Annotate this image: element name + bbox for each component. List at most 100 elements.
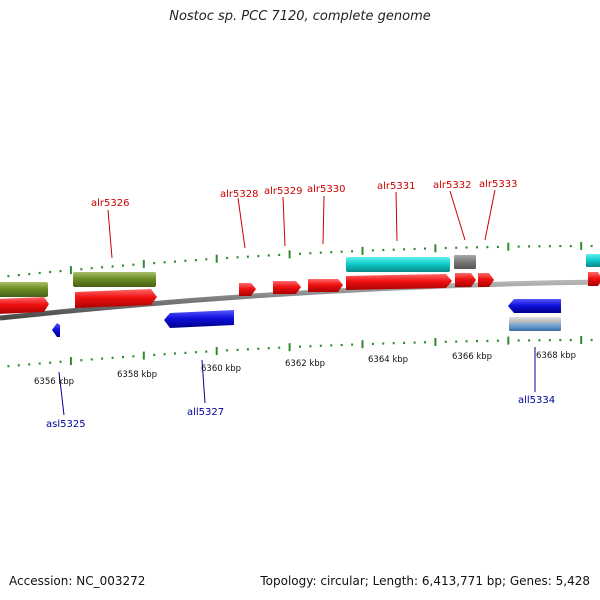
axis-label: 6368 kbp (536, 351, 576, 361)
feature-red-alr5330[interactable] (308, 279, 343, 292)
minor-tick (278, 253, 281, 256)
minor-tick (153, 262, 156, 265)
feature-cyan-edge[interactable] (586, 254, 600, 267)
minor-tick (90, 358, 93, 361)
major-tick (434, 244, 437, 253)
axis-label: 6364 kbp (368, 355, 408, 365)
minor-tick (371, 342, 374, 345)
minor-tick (28, 273, 31, 276)
minor-tick (122, 356, 124, 359)
gene-label-alr5330[interactable]: alr5330 (307, 184, 345, 195)
minor-tick (424, 247, 426, 250)
axis-label: 6362 kbp (285, 359, 325, 369)
minor-tick (413, 341, 416, 344)
minor-tick (548, 245, 551, 248)
feature-red-left[interactable] (0, 297, 49, 314)
feature-red-edge[interactable] (588, 272, 600, 286)
minor-tick (38, 271, 41, 275)
gene-label-all5334[interactable]: all5334 (518, 395, 555, 406)
gene-label-alr5328[interactable]: alr5328 (220, 189, 258, 200)
major-tick (580, 336, 583, 344)
minor-tick (226, 256, 229, 260)
feature-red-alr5328[interactable] (239, 283, 256, 296)
gene-label-alr5332[interactable]: alr5332 (433, 180, 471, 191)
leader-alr5326 (107, 209, 113, 259)
minor-tick (382, 248, 385, 252)
leader-alr5331 (395, 191, 398, 242)
gene-label-all5327[interactable]: all5327 (187, 407, 224, 418)
axis-label: 6356 kbp (34, 377, 74, 387)
minor-tick (184, 351, 187, 354)
minor-tick (403, 248, 406, 251)
major-tick (507, 336, 510, 345)
leader-alr5329 (282, 196, 286, 247)
lower-tick-track (7, 336, 593, 368)
feature-cyan-alr5331[interactable] (346, 257, 450, 272)
gene-labels: alr5326 alr5328 alr5329 alr5330 alr5331 … (46, 179, 555, 430)
minor-tick (7, 275, 10, 278)
feature-olive-1[interactable] (0, 282, 48, 297)
leader-alr5330 (322, 195, 325, 245)
minor-tick (205, 350, 208, 353)
minor-tick (351, 250, 354, 253)
minor-tick (236, 348, 239, 351)
major-tick (507, 242, 510, 251)
minor-tick (392, 342, 395, 345)
minor-tick (163, 353, 166, 356)
leader-alr5332 (449, 190, 466, 241)
minor-tick (538, 245, 541, 248)
minor-tick (517, 339, 520, 342)
gene-label-alr5329[interactable]: alr5329 (264, 186, 302, 197)
feature-steel[interactable] (509, 317, 561, 331)
minor-tick (28, 363, 31, 366)
minor-tick (496, 245, 499, 248)
minor-tick (476, 340, 478, 343)
major-tick (361, 340, 364, 349)
major-tick (142, 259, 145, 268)
minor-tick (538, 339, 541, 342)
feature-gray-alr5332[interactable] (454, 255, 476, 269)
minor-tick (278, 346, 281, 349)
minor-tick (528, 339, 531, 342)
feature-red-alr5329[interactable] (273, 281, 301, 294)
feature-red-alr5331[interactable] (346, 274, 452, 290)
minor-tick (59, 360, 62, 363)
feature-red-alr5326[interactable] (75, 289, 157, 308)
forward-features (0, 254, 600, 314)
feature-red-alr5332[interactable] (455, 273, 476, 287)
gene-label-alr5331[interactable]: alr5331 (377, 181, 415, 192)
gene-label-alr5326[interactable]: alr5326 (91, 198, 129, 209)
minor-tick (299, 345, 301, 348)
major-tick (215, 254, 218, 263)
minor-tick (403, 341, 406, 344)
minor-tick (80, 268, 83, 271)
minor-tick (246, 255, 249, 258)
map-title: Nostoc sp. PCC 7120, complete genome (169, 9, 431, 24)
minor-tick (444, 246, 447, 250)
label-leaders (58, 189, 536, 416)
feature-olive-2[interactable] (73, 272, 156, 287)
minor-tick (49, 270, 52, 274)
leader-all5327 (201, 359, 206, 404)
feature-red-alr5333[interactable] (478, 273, 494, 287)
minor-tick (309, 252, 312, 255)
minor-tick (424, 341, 426, 344)
minor-tick (465, 340, 468, 343)
gene-label-asl5325[interactable]: asl5325 (46, 419, 86, 430)
minor-tick (569, 245, 572, 248)
feature-blue-all5334[interactable] (508, 299, 561, 313)
minor-tick (257, 255, 260, 258)
minor-tick (246, 348, 249, 351)
minor-tick (132, 263, 135, 266)
minor-tick (257, 347, 260, 350)
gene-label-alr5333[interactable]: alr5333 (479, 179, 517, 190)
minor-tick (476, 246, 478, 249)
minor-tick (101, 357, 104, 360)
feature-blue-all5327[interactable] (164, 310, 234, 328)
major-tick (580, 242, 583, 250)
minor-tick (174, 352, 176, 355)
minor-tick (7, 365, 10, 368)
feature-blue-asl5325[interactable] (52, 323, 60, 337)
minor-tick (330, 251, 333, 254)
